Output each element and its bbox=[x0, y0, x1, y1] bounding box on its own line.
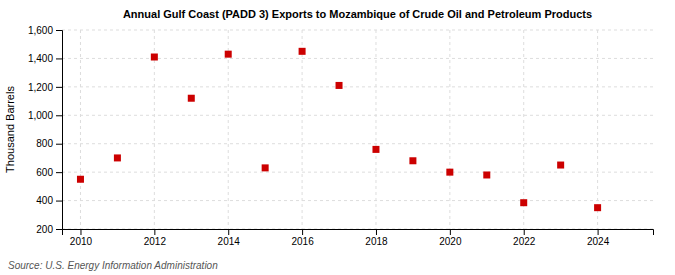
grid-line bbox=[449, 30, 450, 229]
grid-line bbox=[62, 143, 653, 144]
plot: 2010 2012 2014 2016 2018 2020 2022 2024 200 400 60… bbox=[28, 25, 654, 247]
tick: 2018 bbox=[365, 229, 388, 247]
x-axis: 2010 2012 2014 2016 2018 2020 2022 2024 bbox=[63, 229, 654, 247]
grid-line bbox=[62, 200, 653, 201]
tick: 400 bbox=[36, 195, 62, 206]
tick-mark bbox=[56, 115, 62, 116]
tick-mark bbox=[154, 229, 155, 235]
tick-mark bbox=[598, 229, 599, 235]
grid bbox=[62, 30, 653, 229]
grid-line bbox=[302, 30, 303, 229]
point bbox=[594, 204, 601, 211]
point bbox=[520, 199, 527, 206]
tick-mark bbox=[56, 144, 62, 145]
tick: 2016 bbox=[291, 229, 314, 247]
tick-label: 1,600 bbox=[28, 25, 53, 36]
point bbox=[446, 169, 453, 176]
tick: 2012 bbox=[144, 229, 167, 247]
grid-line bbox=[523, 30, 524, 229]
tick-label: 2016 bbox=[291, 236, 314, 247]
tick-mark bbox=[302, 229, 303, 235]
chart-container: 2010 2012 2014 2016 2018 2020 2022 2024 200 400 60… bbox=[0, 0, 675, 275]
tick-label: 1,400 bbox=[28, 53, 53, 64]
tick: 1,200 bbox=[28, 82, 62, 93]
tick-mark bbox=[524, 229, 525, 235]
tick-mark bbox=[56, 229, 62, 230]
tick-label: 2022 bbox=[513, 236, 536, 247]
annotation: Source: U.S. Energy Information Administ… bbox=[8, 260, 218, 271]
tick-label: 2020 bbox=[439, 236, 462, 247]
tick-mark bbox=[376, 229, 377, 235]
point bbox=[409, 157, 416, 164]
point bbox=[336, 82, 343, 89]
tick-mark bbox=[56, 172, 62, 173]
tick-label: 2010 bbox=[70, 236, 93, 247]
point bbox=[77, 176, 84, 183]
tick: 2024 bbox=[587, 229, 610, 247]
point bbox=[225, 51, 232, 58]
grid-line bbox=[375, 30, 376, 229]
tick-label: 200 bbox=[36, 224, 53, 235]
tick-mark bbox=[56, 30, 62, 31]
grid-line bbox=[62, 172, 653, 173]
tick-label: 600 bbox=[36, 167, 53, 178]
grid-line bbox=[62, 58, 653, 59]
title: Annual Gulf Coast (PADD 3) Exports to Mo… bbox=[123, 8, 592, 20]
tick-mark bbox=[56, 58, 62, 59]
point bbox=[557, 162, 564, 169]
point bbox=[151, 54, 158, 61]
chart: 2010 2012 2014 2016 2018 2020 2022 2024 200 400 60… bbox=[0, 0, 675, 275]
grid-line bbox=[228, 30, 229, 229]
tick-label: 2012 bbox=[144, 236, 167, 247]
point bbox=[262, 164, 269, 171]
point bbox=[114, 154, 121, 161]
grid-line bbox=[80, 30, 81, 229]
tick-label: 2018 bbox=[365, 236, 388, 247]
tick: 800 bbox=[36, 138, 62, 149]
tick: 1,600 bbox=[28, 25, 62, 36]
y-axis: 200 400 600 800 1,000 1,200 1,400 1,600 bbox=[28, 25, 63, 235]
tick: 2010 bbox=[70, 229, 93, 247]
point bbox=[188, 95, 195, 102]
tick-mark bbox=[80, 229, 81, 235]
point bbox=[372, 146, 379, 153]
grid-line bbox=[62, 86, 653, 87]
y-axis-title: Thousand Barrels bbox=[4, 86, 16, 173]
tick-mark bbox=[56, 87, 62, 88]
tick: 1,400 bbox=[28, 53, 62, 64]
points bbox=[77, 48, 601, 211]
tick-mark bbox=[228, 229, 229, 235]
grid-line bbox=[62, 30, 653, 31]
tick-label: 400 bbox=[36, 195, 53, 206]
tick-mark bbox=[56, 201, 62, 202]
tick-label: 800 bbox=[36, 138, 53, 149]
tick-mark bbox=[450, 229, 451, 235]
point bbox=[483, 171, 490, 178]
tick: 2020 bbox=[439, 229, 462, 247]
tick: 2014 bbox=[218, 229, 241, 247]
tick-label: 2024 bbox=[587, 236, 610, 247]
tick: 600 bbox=[36, 167, 62, 178]
grid-line bbox=[62, 115, 653, 116]
tick-label: 2014 bbox=[218, 236, 241, 247]
tick: 200 bbox=[36, 224, 62, 235]
tick-label: 1,000 bbox=[28, 110, 53, 121]
point bbox=[299, 48, 306, 55]
grid-line bbox=[597, 30, 598, 229]
tick: 1,000 bbox=[28, 110, 62, 121]
axis-line bbox=[56, 31, 63, 230]
tick: 2022 bbox=[513, 229, 536, 247]
tick-label: 1,200 bbox=[28, 82, 53, 93]
axis-line bbox=[63, 230, 654, 236]
